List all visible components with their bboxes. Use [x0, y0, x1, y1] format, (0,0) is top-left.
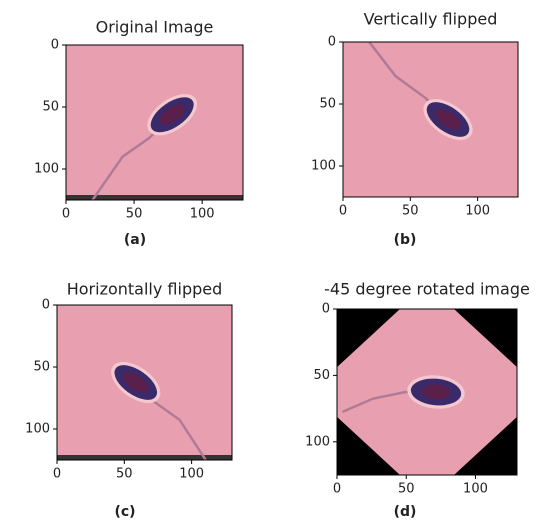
y-tick-label: 50: [319, 97, 336, 112]
x-tick-label: 100: [465, 204, 490, 219]
x-tick-label: 0: [333, 482, 341, 497]
x-tick-label: 0: [53, 467, 61, 482]
image: [66, 45, 243, 200]
subplot-title: Original Image: [96, 18, 214, 37]
x-tick-label: 0: [339, 204, 347, 219]
x-tick-label: 0: [62, 207, 70, 222]
subplot: 0 50 100 0 50 100 -45 degree rotated image (d): [305, 280, 530, 521]
subplot-title: -45 degree rotated image: [324, 280, 530, 299]
y-tick-label: 0: [51, 38, 59, 53]
subplot-title: Vertically flipped: [364, 10, 498, 29]
y-tick-label: 100: [34, 162, 59, 177]
x-tick-label: 50: [398, 482, 415, 497]
subplot-title: Horizontally flipped: [67, 280, 223, 299]
x-tick-label: 100: [463, 482, 488, 497]
x-tick-label: 50: [402, 204, 419, 219]
x-tick-label: 100: [190, 207, 215, 222]
subplot: 0 50 100 0 50 100 Vertically flipped (b): [311, 10, 518, 249]
y-tick-label: 0: [328, 35, 336, 50]
x-tick-label: 50: [126, 207, 143, 222]
y-tick-label: 0: [42, 298, 50, 313]
x-tick-label: 100: [179, 467, 204, 482]
image: [343, 42, 518, 197]
subplot-caption: (b): [394, 232, 417, 248]
image: [57, 305, 232, 460]
y-tick-label: 100: [311, 159, 336, 174]
subplot-caption: (d): [394, 504, 417, 520]
subplot-caption: (a): [124, 232, 146, 248]
figure: 0 50 100 0 50 100 Original Image (a) 0 50 100 0 50 10…: [0, 0, 539, 524]
y-tick-label: 100: [25, 422, 50, 437]
y-tick-label: 100: [305, 434, 330, 449]
subplot-caption: (c): [114, 504, 135, 520]
y-tick-label: 50: [313, 368, 330, 383]
y-tick-label: 0: [322, 302, 330, 317]
y-tick-label: 50: [42, 100, 59, 115]
y-tick-label: 50: [33, 360, 50, 375]
subplot: 0 50 100 0 50 100 Horizontally flipped (c): [25, 280, 232, 521]
subplot: 0 50 100 0 50 100 Original Image (a): [34, 18, 243, 249]
x-tick-label: 50: [116, 467, 133, 482]
image: [337, 309, 517, 475]
